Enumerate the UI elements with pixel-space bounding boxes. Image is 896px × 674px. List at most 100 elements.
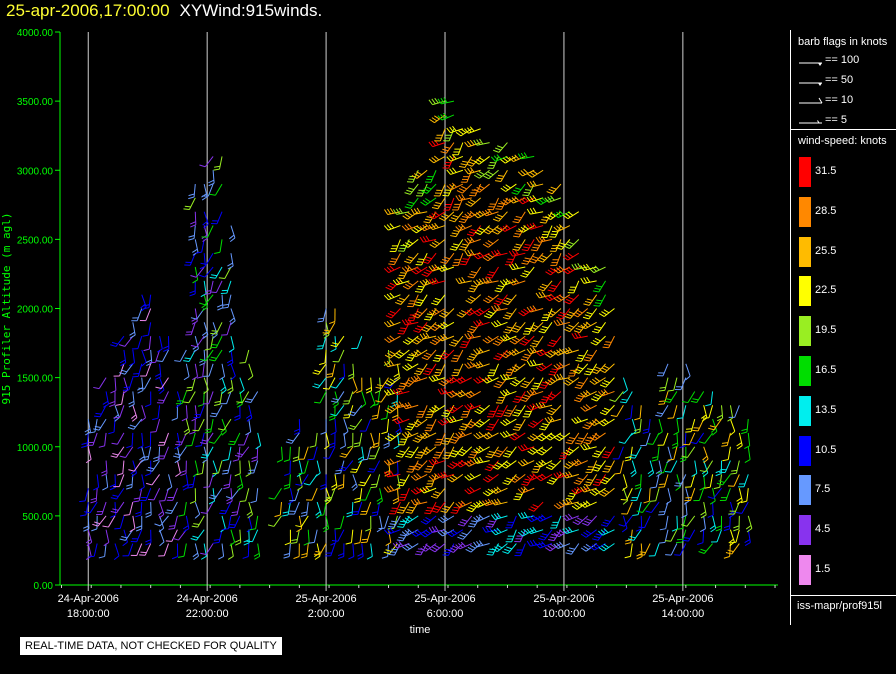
wind-barb-flag: [496, 527, 502, 533]
wind-barb: [204, 266, 214, 278]
wind-barb: [416, 418, 428, 428]
wind-barb-flag: [529, 208, 534, 214]
wind-barb: [533, 501, 544, 512]
wind-barb: [244, 349, 250, 363]
wind-barb-flag: [513, 327, 520, 331]
wind-barb-flag: [595, 366, 602, 370]
wind-barb-flag: [502, 302, 509, 306]
wind-barb-flag: [339, 445, 346, 450]
wind-barb: [494, 252, 508, 257]
wind-barb-flag: [567, 211, 574, 216]
wind-barb: [530, 308, 544, 313]
wind-barb: [391, 308, 401, 319]
wind-barb: [447, 432, 455, 445]
wind-barb: [487, 487, 499, 497]
wind-barb: [414, 501, 428, 506]
wind-barb-flag: [573, 330, 580, 334]
wind-barb: [185, 515, 190, 529]
wind-barb-flag: [529, 449, 536, 454]
wind-barb: [87, 543, 92, 557]
wind-barb-flag: [392, 418, 398, 425]
wind-barb-flag: [446, 185, 452, 191]
barb-legend-row: == 5: [798, 114, 893, 128]
wind-barb-flag: [424, 370, 431, 373]
wind-barb: [504, 225, 517, 232]
wind-barb: [421, 405, 428, 418]
wind-barb-flag: [230, 320, 236, 326]
wind-barb-flag: [520, 460, 526, 466]
wind-barb-flag: [227, 390, 234, 394]
wind-barb-flag: [214, 403, 221, 406]
wind-barb-flag: [314, 383, 321, 387]
wind-barb: [388, 335, 401, 343]
wind-barb-flag: [530, 422, 536, 427]
wind-barb-flag: [503, 414, 510, 417]
wind-barb: [370, 543, 373, 557]
wind-barb: [539, 238, 553, 243]
wind-barb-flag: [471, 520, 478, 523]
wind-barb: [361, 391, 367, 404]
wind-barb-flag: [490, 530, 496, 536]
wind-barb-flag: [371, 417, 378, 420]
wind-barb: [622, 474, 628, 488]
wind-barb-flag: [323, 457, 330, 459]
wind-barb-flag: [532, 195, 537, 201]
wind-barb-flag: [398, 207, 403, 214]
wind-barb-flag: [511, 434, 518, 439]
wind-barb-flag: [523, 246, 530, 249]
wind-barb-flag: [462, 341, 469, 343]
wind-barb-flag: [475, 279, 481, 285]
wind-barb-flag: [451, 182, 457, 188]
wind-barb-flag: [425, 324, 432, 328]
wind-barb-flag: [407, 543, 413, 548]
wind-barb-flag: [487, 335, 493, 341]
wind-barb: [287, 501, 291, 515]
wind-barb-flag: [593, 452, 600, 456]
wind-barb: [605, 404, 615, 416]
wind-barb-flag: [468, 506, 475, 510]
wind-barb-flag: [414, 312, 421, 317]
wind-barb-flag: [685, 431, 692, 433]
wind-barb-flag: [81, 442, 88, 445]
wind-barb: [239, 529, 242, 543]
wind-barb: [413, 308, 419, 321]
wind-barb-flag: [425, 186, 432, 190]
wind-barb-flag: [523, 152, 528, 158]
wind-barb-flag: [287, 500, 294, 505]
wind-barb-flag: [199, 164, 206, 168]
wind-barb-flag: [526, 475, 532, 481]
wind-barb-flag: [413, 498, 418, 505]
wind-barb-flag: [300, 555, 307, 559]
wind-barb: [698, 488, 705, 501]
wind-barb-flag: [558, 224, 564, 229]
wind-barb-flag: [582, 391, 588, 397]
wind-barb-flag: [511, 197, 517, 203]
wind-barb-flag: [727, 511, 734, 516]
wind-barb: [199, 405, 205, 418]
wind-barb-flag: [529, 195, 534, 202]
wind-barb-flag: [556, 435, 563, 440]
wind-barb-flag: [399, 506, 406, 509]
wind-barb: [221, 515, 226, 529]
wind-barb-flag: [517, 512, 522, 519]
wind-barb-flag: [600, 390, 606, 396]
wind-barb: [491, 266, 499, 279]
wind-barb-flag: [383, 487, 389, 493]
wind-barb: [432, 266, 446, 272]
wind-barb-flag: [450, 235, 457, 238]
wind-barb-flag: [182, 483, 189, 488]
wind-barb: [416, 225, 428, 234]
wind-barb: [93, 543, 98, 557]
wind-barb-flag: [573, 370, 580, 374]
wind-barb-flag: [506, 297, 513, 301]
wind-barb-flag: [83, 525, 89, 529]
wind-barb-flag: [506, 450, 513, 453]
wind-barb-flag: [523, 486, 529, 492]
wind-barb: [747, 432, 751, 446]
wind-barb-flag: [487, 171, 494, 176]
y-tick-label: 0.00: [34, 581, 54, 592]
wind-barb: [434, 114, 446, 124]
wind-barb-flag: [487, 523, 494, 526]
wind-barb-flag: [126, 445, 133, 449]
wind-barb: [648, 419, 651, 433]
